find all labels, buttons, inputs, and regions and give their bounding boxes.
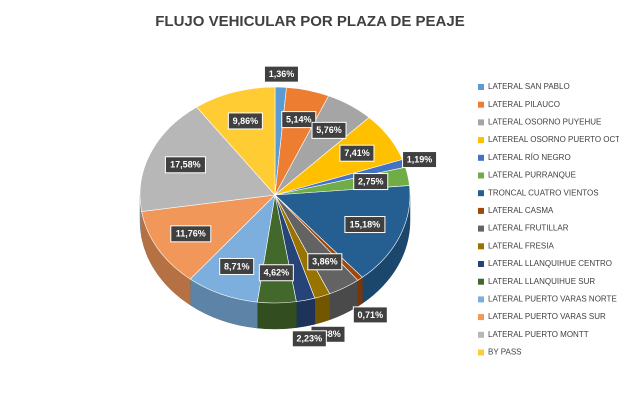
legend-label: LATERAL PUERTO VARAS SUR bbox=[488, 312, 606, 321]
data-label-box bbox=[281, 111, 317, 129]
legend-swatch bbox=[478, 331, 484, 338]
legend-label: LATERAL PUERTO MONTT bbox=[488, 330, 589, 339]
legend-swatch bbox=[478, 243, 484, 250]
data-label: 1,88% bbox=[315, 329, 341, 339]
legend-label: LATERAL PUERTO VARAS NORTE bbox=[488, 295, 617, 304]
data-label: 4,62% bbox=[264, 268, 290, 278]
legend-label: LATERAL RÍO NEGRO bbox=[488, 153, 571, 162]
data-label-box bbox=[353, 173, 389, 191]
slice-side bbox=[257, 301, 297, 330]
legend-swatch bbox=[478, 101, 484, 108]
data-label-box bbox=[164, 156, 206, 174]
legend-label: BY PASS bbox=[488, 348, 522, 357]
legend-label: LATERAL FRESIA bbox=[488, 241, 554, 250]
data-label-box bbox=[311, 121, 347, 139]
legend-label: LATERAL SAN PABLO bbox=[488, 82, 570, 91]
legend-swatch bbox=[478, 296, 484, 303]
data-label-box bbox=[291, 330, 327, 348]
legend-label: LATERAL PURRANQUE bbox=[488, 171, 576, 180]
legend-label: LATERAL PILAUCO bbox=[488, 100, 560, 109]
data-label: 2,75% bbox=[358, 176, 384, 186]
legend-label: LATEREAL OSORNO PUERTO OCTAY bbox=[488, 135, 619, 144]
legend-swatch bbox=[478, 154, 484, 161]
data-label-box bbox=[339, 144, 375, 162]
data-label: 1,19% bbox=[407, 154, 433, 164]
data-label: 15,18% bbox=[350, 219, 381, 229]
legend-swatch bbox=[478, 137, 484, 144]
data-label-box bbox=[227, 112, 263, 130]
legend-swatch bbox=[478, 84, 484, 90]
data-label: 5,14% bbox=[286, 114, 312, 124]
data-label: 0,71% bbox=[358, 310, 384, 320]
legend-swatch bbox=[478, 190, 484, 197]
data-label-box bbox=[263, 65, 299, 83]
data-label: 9,86% bbox=[233, 116, 259, 126]
slice bbox=[274, 185, 411, 278]
data-label: 1,36% bbox=[269, 69, 295, 79]
legend-swatch bbox=[478, 278, 484, 285]
data-label-box bbox=[258, 264, 294, 282]
data-label: 8,71% bbox=[224, 261, 250, 271]
slice bbox=[139, 106, 276, 212]
legend-swatch bbox=[478, 314, 484, 321]
data-label-box bbox=[402, 151, 438, 169]
data-label-box bbox=[344, 216, 386, 234]
legend-label: LATERAL FRUTILLAR bbox=[488, 224, 569, 233]
data-label-box bbox=[307, 253, 343, 271]
legend-label: LATERAL OSORNO PUYEHUE bbox=[488, 118, 601, 127]
legend-swatch bbox=[478, 349, 484, 356]
legend-swatch bbox=[478, 225, 484, 232]
chart-title: FLUJO VEHICULAR POR PLAZA DE PEAJE bbox=[155, 13, 464, 30]
legend-label: TRONCAL CUATRO VIENTOS bbox=[488, 188, 599, 197]
data-label: 11,76% bbox=[176, 229, 206, 239]
data-label: 17,58% bbox=[170, 160, 201, 170]
legend-label: LATERAL LLANQUIHUE CENTRO bbox=[488, 259, 612, 268]
legend-swatch bbox=[478, 119, 484, 126]
legend-swatch bbox=[478, 261, 484, 267]
data-label: 7,41% bbox=[344, 148, 370, 158]
slice-side bbox=[296, 297, 316, 328]
data-label: 2,23% bbox=[297, 334, 323, 344]
data-label-box bbox=[219, 257, 255, 275]
slice-side bbox=[357, 276, 363, 307]
data-label: 3,86% bbox=[312, 257, 338, 267]
data-label-box bbox=[352, 306, 388, 324]
legend-label: LATERAL CASMA bbox=[488, 206, 554, 215]
data-label: 5,76% bbox=[316, 125, 342, 135]
legend-label: LATERAL LLANQUIHUE SUR bbox=[488, 277, 595, 286]
data-label-box bbox=[170, 225, 212, 243]
legend-swatch bbox=[478, 207, 484, 214]
legend-swatch bbox=[478, 172, 484, 179]
slice-side bbox=[314, 293, 330, 325]
